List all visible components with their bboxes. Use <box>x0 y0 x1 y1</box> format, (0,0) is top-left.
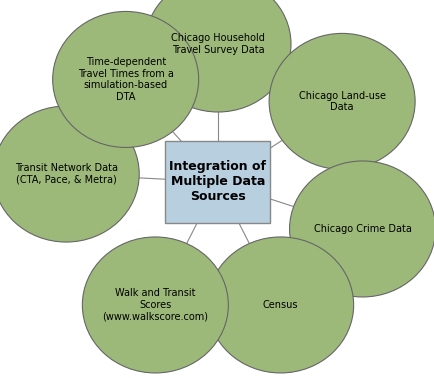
Text: Chicago Household
Travel Survey Data: Chicago Household Travel Survey Data <box>171 33 264 55</box>
Ellipse shape <box>289 161 434 297</box>
Text: Chicago Crime Data: Chicago Crime Data <box>313 224 411 234</box>
Ellipse shape <box>0 106 139 242</box>
Text: Chicago Land-use
Data: Chicago Land-use Data <box>298 91 385 112</box>
Text: Census: Census <box>262 300 298 310</box>
Text: Time-dependent
Travel Times from a
simulation-based
DTA: Time-dependent Travel Times from a simul… <box>78 57 173 102</box>
FancyBboxPatch shape <box>165 141 270 223</box>
Ellipse shape <box>269 33 414 169</box>
Ellipse shape <box>145 0 290 112</box>
Text: Integration of
Multiple Data
Sources: Integration of Multiple Data Sources <box>169 161 266 203</box>
Ellipse shape <box>207 237 353 373</box>
Ellipse shape <box>53 11 198 147</box>
Text: Walk and Transit
Scores
(www.walkscore.com): Walk and Transit Scores (www.walkscore.c… <box>102 288 208 322</box>
Text: Transit Network Data
(CTA, Pace, & Metra): Transit Network Data (CTA, Pace, & Metra… <box>15 163 118 185</box>
Ellipse shape <box>82 237 228 373</box>
